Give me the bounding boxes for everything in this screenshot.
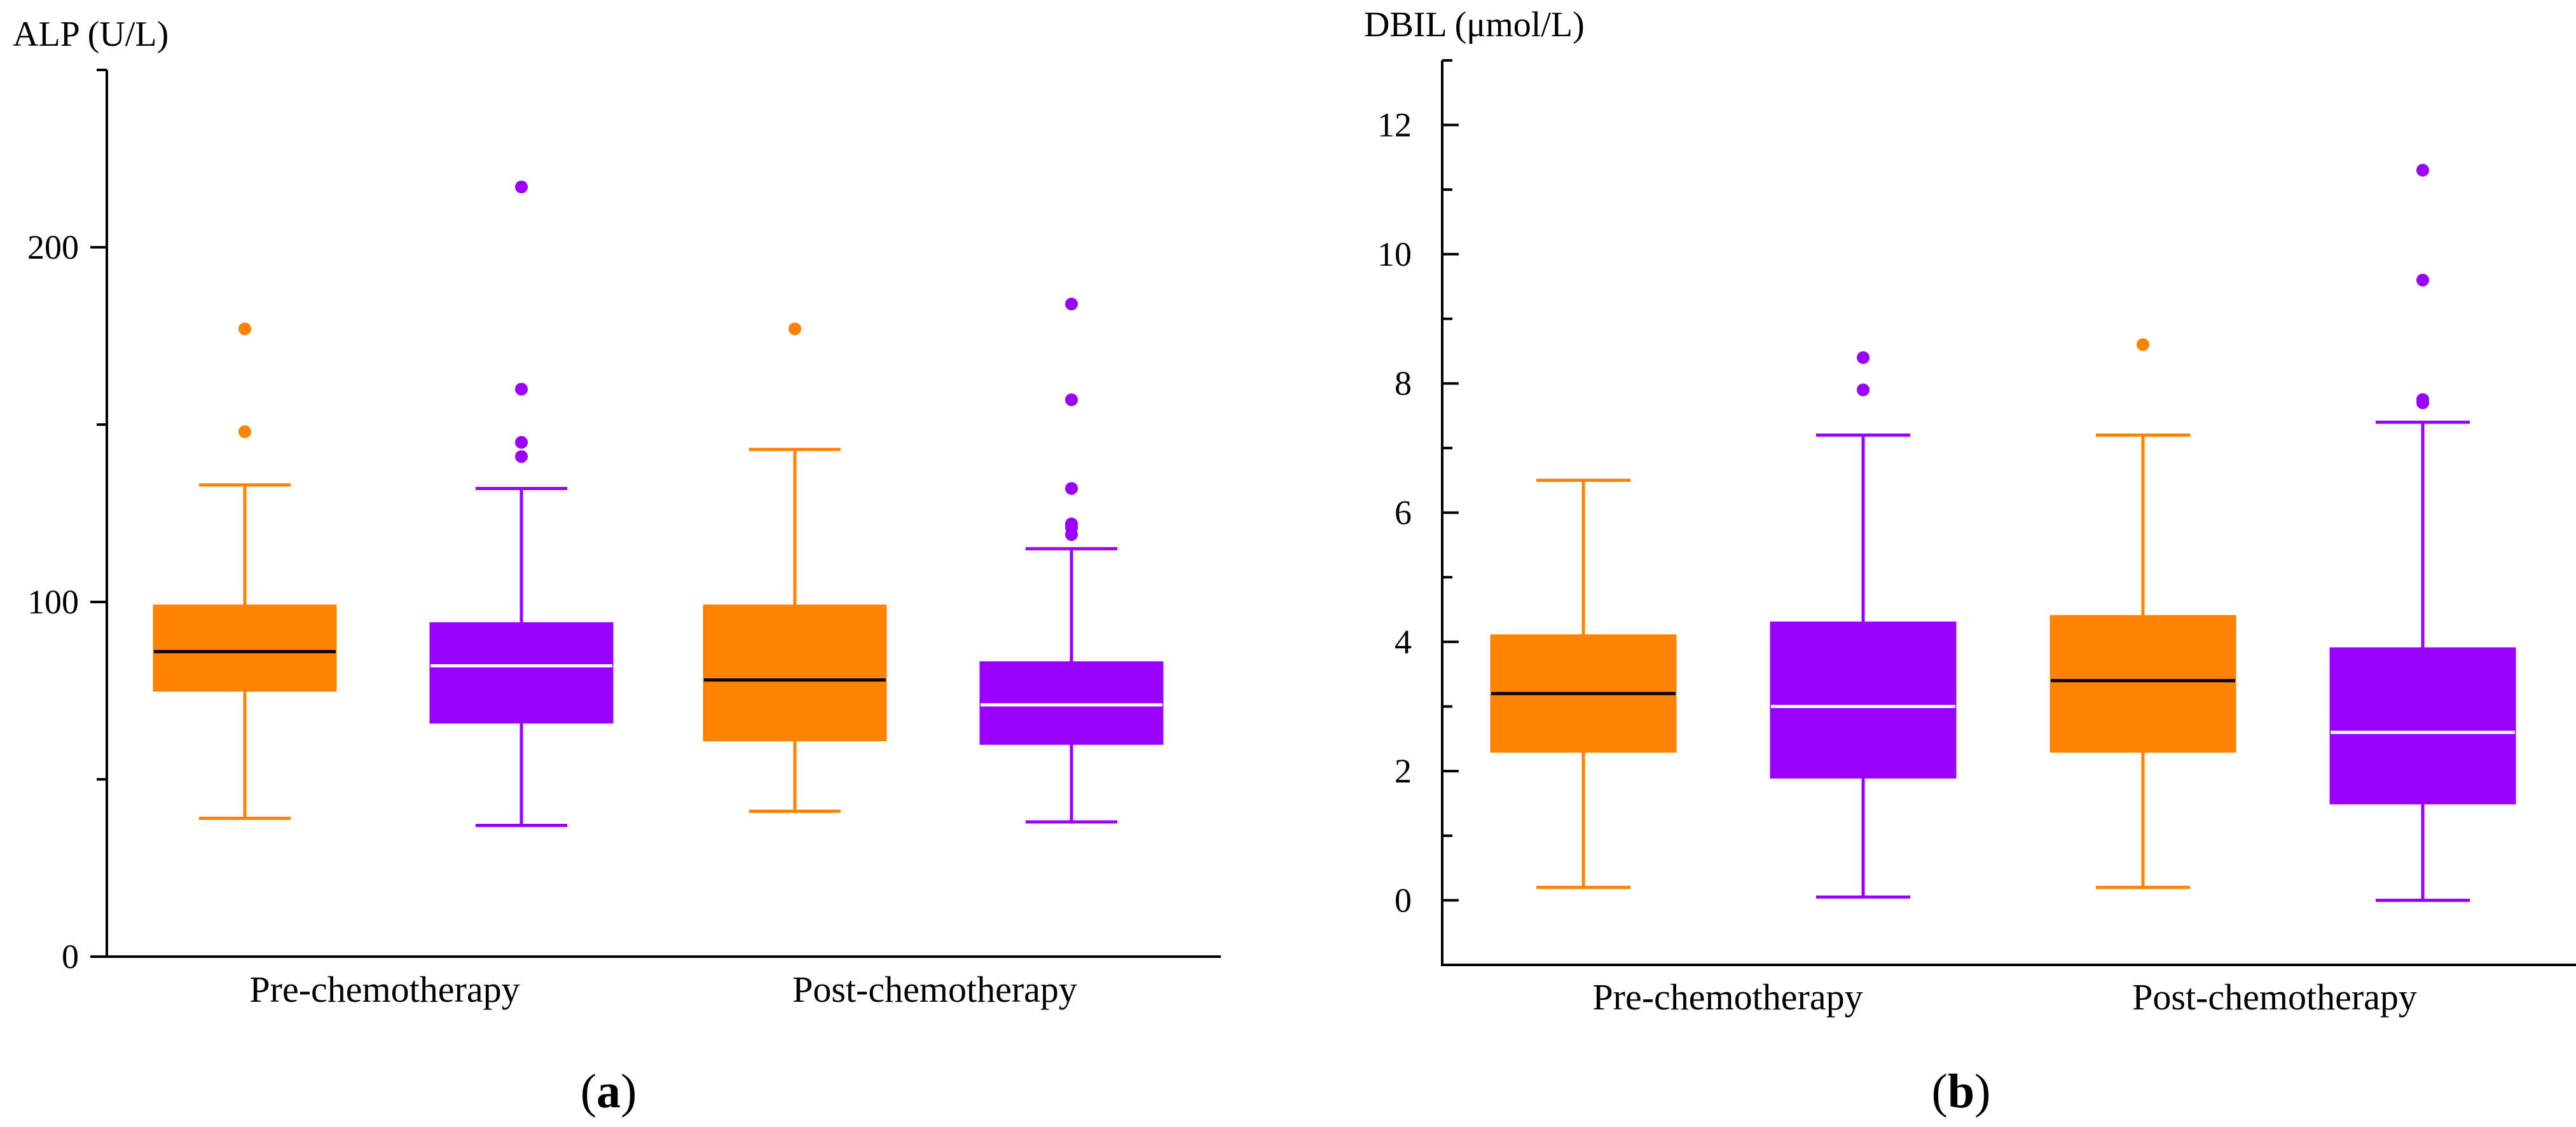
y-tick-label: 2 xyxy=(1395,752,1412,790)
outlier-point xyxy=(1857,351,1870,364)
outlier-point xyxy=(1857,383,1870,397)
outlier-point xyxy=(789,322,801,336)
iqr-box xyxy=(153,604,337,692)
y-tick-label: 12 xyxy=(1377,106,1412,144)
box-plot-1-pre xyxy=(153,322,337,820)
outlier-point xyxy=(1065,517,1078,531)
outlier-point xyxy=(238,322,251,336)
panel-a-alp-chart: ALP (U/L) 0 100 200 Pre-chemotherapy Post-… xyxy=(13,15,1221,1118)
y-tick-label: 6 xyxy=(1395,494,1412,532)
box-plot-2-pre xyxy=(1770,351,1957,899)
outlier-point xyxy=(515,383,528,396)
panel-a-caption-open: ( xyxy=(581,1065,596,1118)
outlier-point xyxy=(2416,393,2429,406)
box-plot-1-pre xyxy=(1490,479,1677,889)
y-axis-title-dbil: DBIL (μmol/L) xyxy=(1364,5,1585,44)
box-plot-1-post xyxy=(703,322,887,813)
x-category-label-pre: Pre-chemotherapy xyxy=(1592,976,1863,1018)
outlier-point xyxy=(2416,273,2429,287)
panel-b-caption: (b) xyxy=(1932,1065,1991,1118)
dbil-plot-area: 0 2 4 6 8 10 12 xyxy=(1377,59,2576,966)
panel-b-caption-open: ( xyxy=(1932,1065,1948,1118)
outlier-point xyxy=(515,435,528,449)
y-tick-label: 8 xyxy=(1395,364,1412,402)
box-plot-2-post xyxy=(2329,163,2516,902)
box-plot-2-pre xyxy=(429,181,614,828)
panel-b-dbil-chart: DBIL (μmol/L) 0 2 4 6 8 10 12 Pre-chemotherapy… xyxy=(1364,5,2576,1118)
panel-a-caption-close: ) xyxy=(621,1065,637,1118)
iqr-box xyxy=(2049,615,2236,753)
box-plot-2-post xyxy=(979,297,1164,824)
iqr-box xyxy=(429,622,614,724)
outlier-point xyxy=(1065,482,1078,495)
outlier-point xyxy=(1065,393,1078,406)
panel-a-caption: (a) xyxy=(581,1065,637,1118)
outlier-point xyxy=(238,425,251,439)
iqr-box xyxy=(2329,647,2516,805)
iqr-box xyxy=(1770,621,1957,779)
outlier-point xyxy=(2416,163,2429,177)
x-category-label-pre: Pre-chemotherapy xyxy=(249,969,520,1010)
y-axis-title-alp: ALP (U/L) xyxy=(13,15,169,54)
y-tick-label: 4 xyxy=(1395,623,1412,661)
panel-b-caption-letter: b xyxy=(1948,1065,1974,1118)
outlier-point xyxy=(1065,297,1078,311)
iqr-box xyxy=(979,661,1164,745)
iqr-box xyxy=(703,604,887,742)
panel-b-caption-close: ) xyxy=(1974,1065,1990,1118)
panel-a-caption-letter: a xyxy=(596,1065,621,1118)
x-category-label-post: Post-chemotherapy xyxy=(2132,976,2417,1018)
y-tick-label: 0 xyxy=(62,938,79,976)
y-tick-label: 100 xyxy=(27,583,79,621)
alp-plot-area: 0 100 200 xyxy=(27,69,1221,976)
outlier-point xyxy=(2137,338,2149,352)
y-tick-label: 0 xyxy=(1395,881,1412,919)
box-plot-1-post xyxy=(2049,338,2236,889)
x-category-label-post: Post-chemotherapy xyxy=(792,969,1077,1010)
outlier-point xyxy=(515,181,528,194)
y-tick-label: 200 xyxy=(27,228,79,266)
y-tick-label: 10 xyxy=(1377,235,1412,273)
outlier-point xyxy=(515,450,528,463)
